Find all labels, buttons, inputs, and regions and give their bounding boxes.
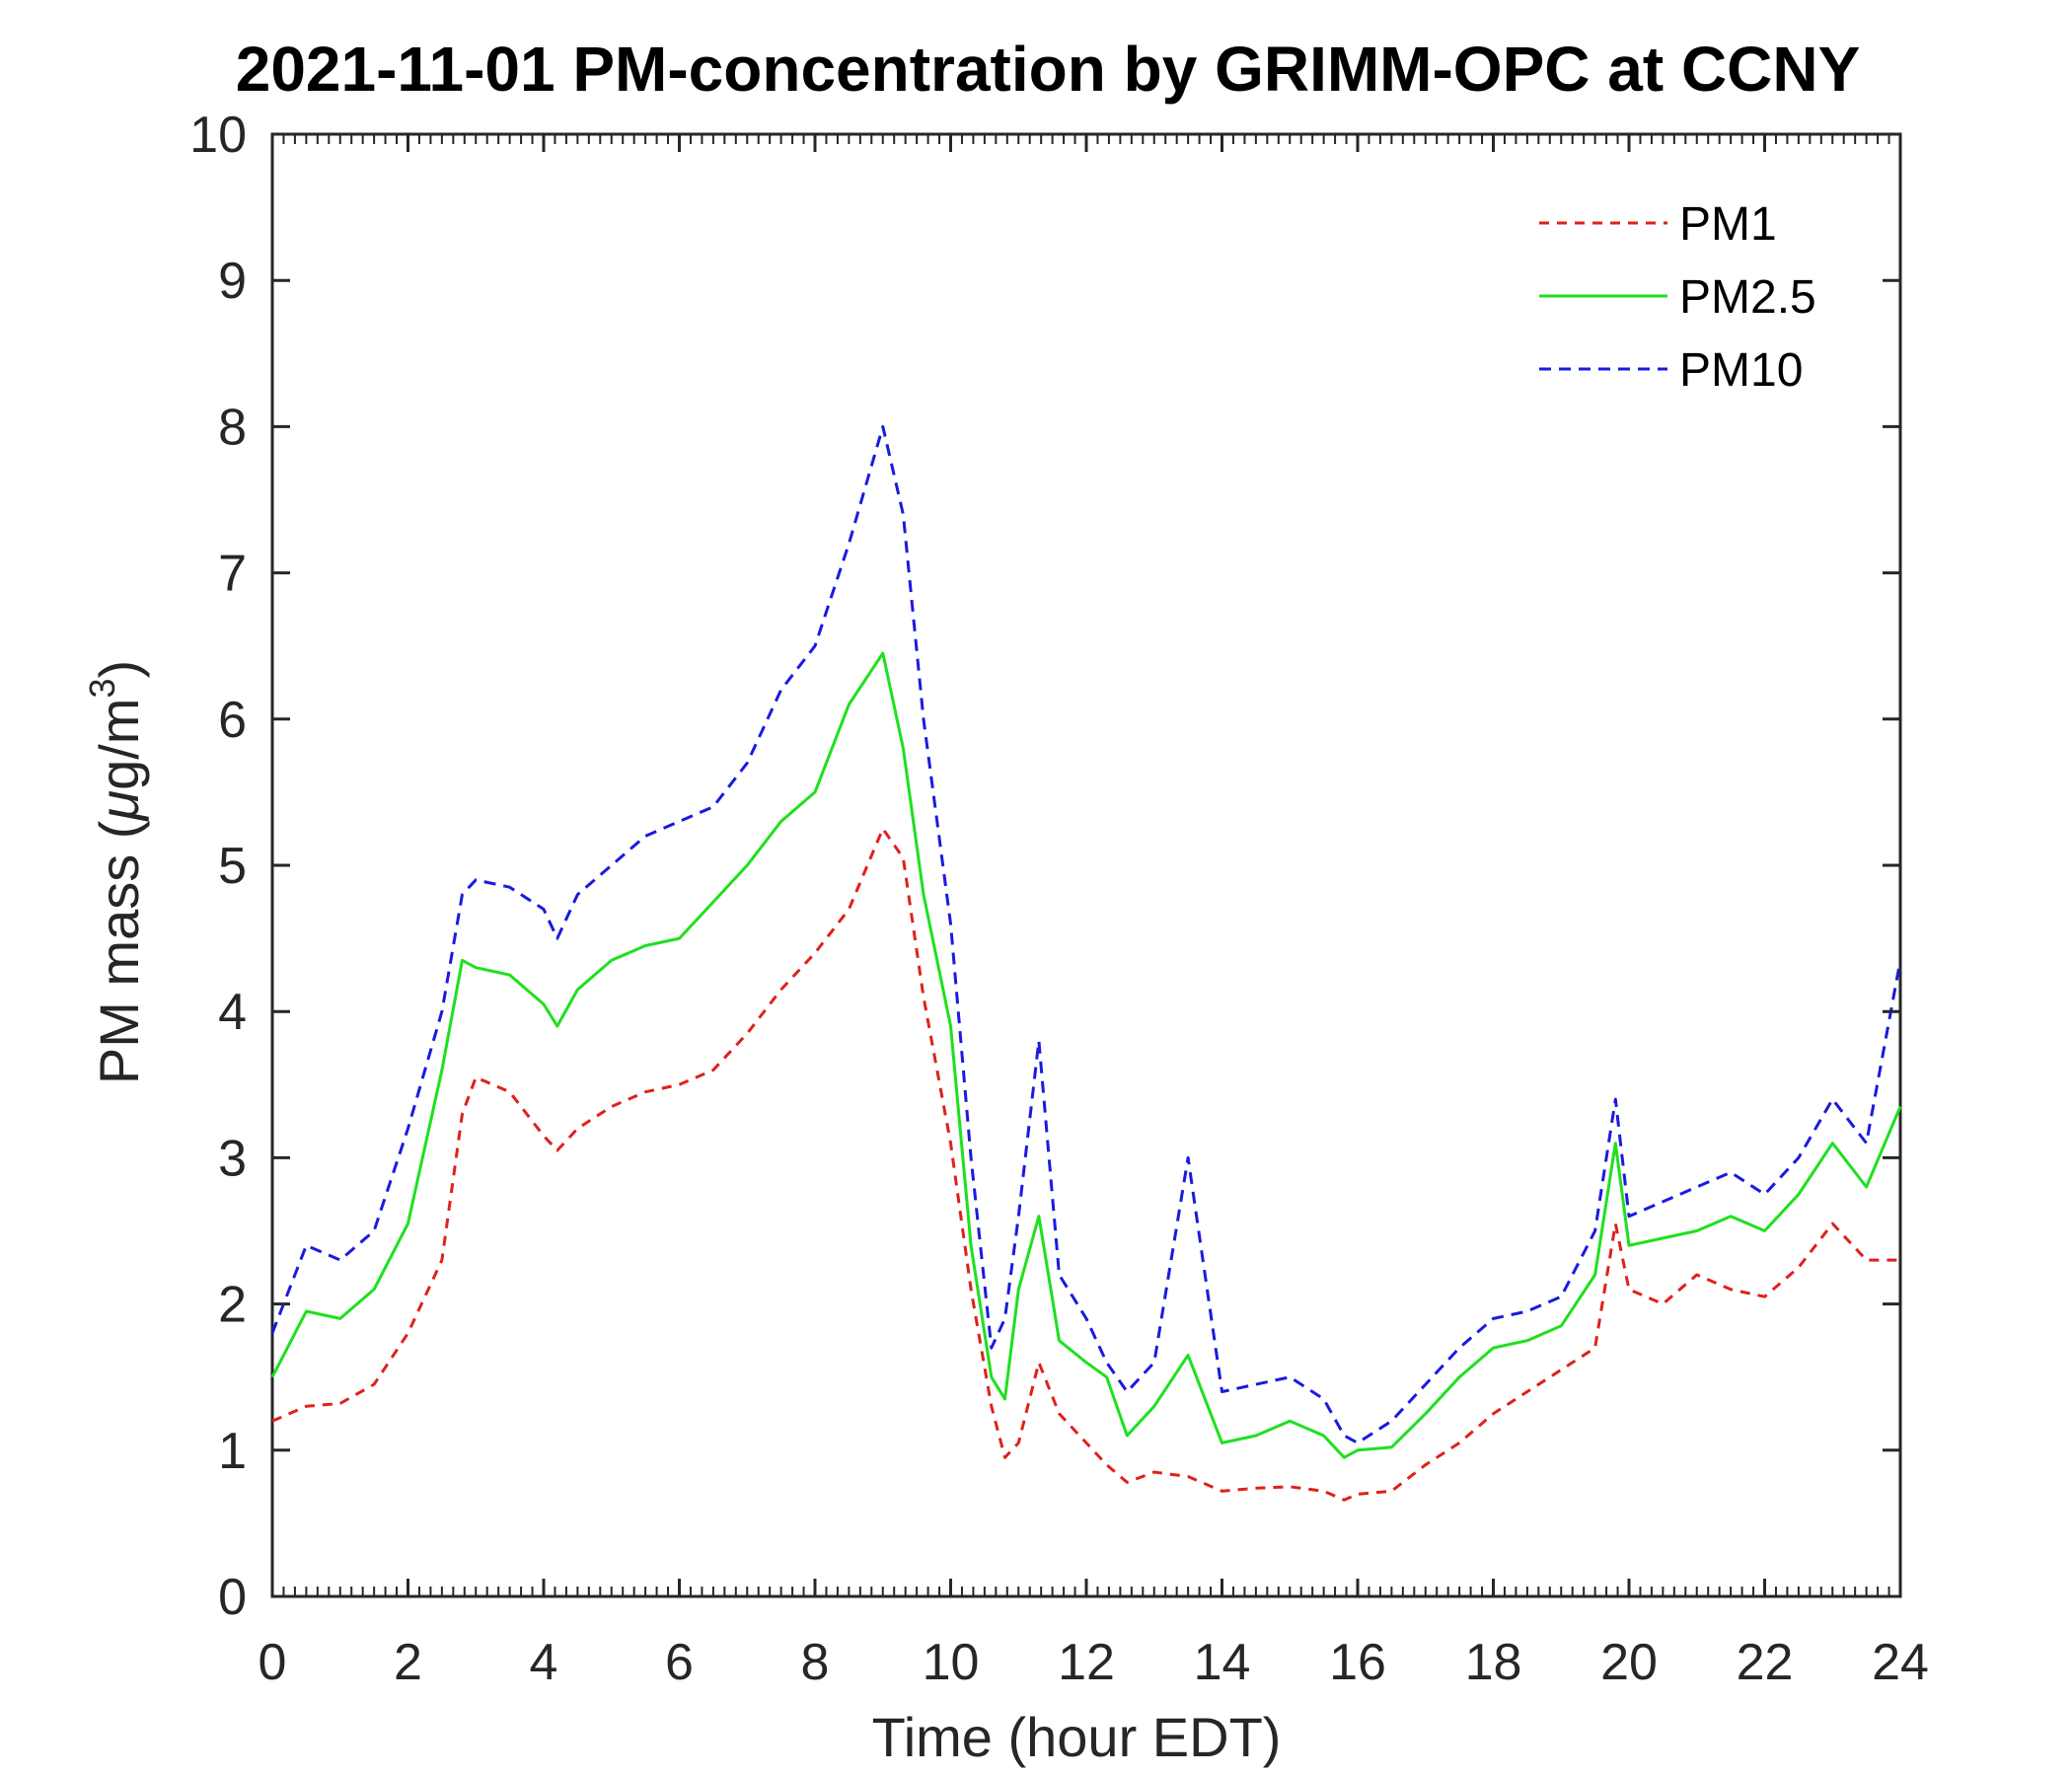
x-tick-label: 0: [259, 1634, 287, 1691]
y-tick-label: 5: [218, 838, 247, 895]
legend-label-pm10: PM10: [1679, 344, 1803, 397]
x-tick-label: 14: [1194, 1634, 1251, 1691]
y-tick-label: 3: [218, 1130, 247, 1187]
series-line-pm2_5: [270, 651, 1902, 1459]
chart-title: 2021-11-01 PM-concentration by GRIMM-OPC…: [236, 34, 1861, 105]
x-tick-label: 8: [801, 1634, 830, 1691]
y-tick-label: 9: [218, 253, 247, 310]
y-tick-label: 6: [218, 692, 247, 749]
y-tick-label: 10: [189, 107, 247, 164]
x-tick-label: 6: [665, 1634, 694, 1691]
y-tick-label: 8: [218, 399, 247, 456]
y-tick-label: 7: [218, 546, 247, 603]
plot-frame: [270, 132, 1902, 1598]
x-tick-label: 24: [1872, 1634, 1929, 1691]
y-axis-label: PM mass (μg/m3): [82, 660, 150, 1084]
y-tick-label: 1: [218, 1423, 247, 1480]
x-tick-label: 20: [1600, 1634, 1658, 1691]
y-tick-label: 4: [218, 984, 247, 1041]
x-tick-label: 22: [1737, 1634, 1794, 1691]
x-tick-label: 10: [923, 1634, 980, 1691]
y-axis-label-exponent: 3: [82, 679, 122, 699]
legend: PM1 PM2.5 PM10: [1539, 198, 1816, 397]
y-axis-label-unit: g/m: [88, 699, 150, 790]
axes-frame: [270, 132, 1902, 1598]
x-tick-label: 16: [1329, 1634, 1386, 1691]
series-layer: [270, 424, 1902, 1502]
y-tick-label: 0: [218, 1569, 247, 1626]
x-tick-label: 2: [394, 1634, 422, 1691]
series-line-pm1: [271, 827, 1900, 1502]
legend-label-pm1: PM1: [1679, 198, 1777, 251]
y-axis-label-prefix: PM mass (: [88, 820, 150, 1084]
x-axis-label: Time (hour EDT): [872, 1706, 1282, 1768]
series-line-pm10: [270, 424, 1902, 1444]
x-tick-label: 18: [1465, 1634, 1522, 1691]
x-tick-label: 12: [1058, 1634, 1115, 1691]
y-axis-label-suffix: ): [88, 660, 150, 679]
y-tick-label: 2: [218, 1277, 247, 1334]
legend-label-pm2_5: PM2.5: [1679, 271, 1816, 324]
y-axis-label-mu: μ: [88, 790, 150, 823]
x-tick-label: 4: [530, 1634, 558, 1691]
